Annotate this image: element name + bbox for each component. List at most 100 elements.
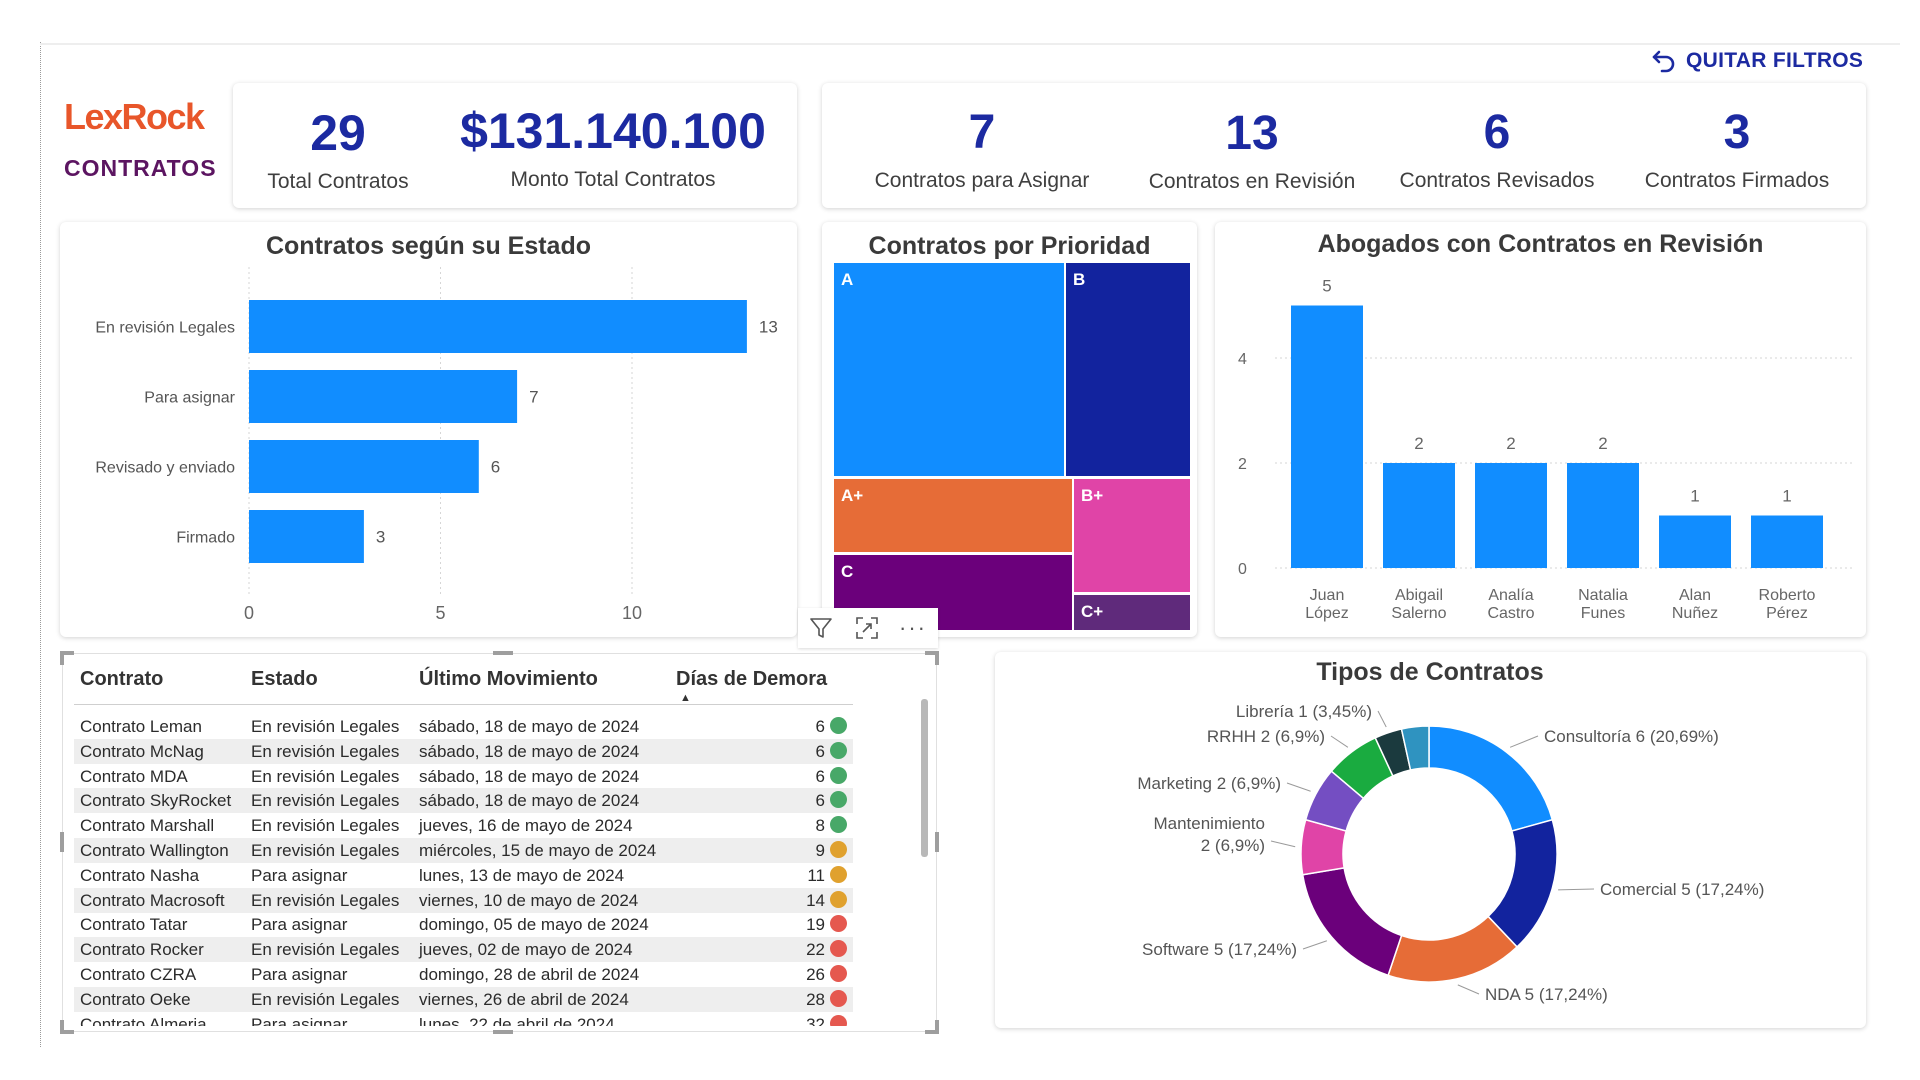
- bar[interactable]: [249, 370, 518, 423]
- resize-handle[interactable]: [935, 651, 939, 665]
- col-header-estado[interactable]: Estado: [251, 668, 318, 690]
- canvas-border: [40, 42, 41, 1047]
- cell-dias-demora: 6: [815, 766, 825, 786]
- kpi-label: Monto Total Contratos: [510, 168, 716, 191]
- filter-icon[interactable]: [798, 608, 844, 648]
- cell-ultimo-movimiento: lunes, 22 de abril de 2024: [419, 1014, 615, 1026]
- resize-handle[interactable]: [493, 1030, 513, 1034]
- table-row[interactable]: Contrato MDA En revisión Legales sábado, 1…: [74, 764, 853, 789]
- cell-ultimo-movimiento: jueves, 02 de mayo de 2024: [419, 940, 633, 960]
- bar[interactable]: [249, 510, 364, 563]
- x-category-label: Juan: [1310, 587, 1345, 604]
- treemap-tile[interactable]: [1074, 479, 1190, 592]
- resize-handle[interactable]: [60, 651, 64, 665]
- table-row[interactable]: Contrato Nasha Para asignar lunes, 13 de m…: [74, 863, 853, 888]
- estado-bar-chart: 0 5 10 En revisión Legales 13 Para asignar 7 Re…: [95, 267, 778, 623]
- bar[interactable]: [1751, 515, 1823, 569]
- y-tick-label: 0: [1238, 561, 1247, 578]
- cell-ultimo-movimiento: sábado, 18 de mayo de 2024: [419, 717, 640, 736]
- clear-filters-label: QUITAR FILTROS: [1686, 49, 1864, 72]
- donut-slice[interactable]: [1387, 915, 1519, 983]
- status-indicator-icon: [830, 915, 847, 933]
- resize-handle[interactable]: [935, 832, 939, 852]
- cell-estado: En revisión Legales: [251, 816, 400, 836]
- resize-handle[interactable]: [925, 651, 939, 655]
- resize-handle[interactable]: [60, 1020, 64, 1034]
- slice-label: 2 (6,9%): [1201, 836, 1265, 855]
- kpi-label: Contratos en Revisión: [1148, 170, 1356, 193]
- donut-slice[interactable]: [1301, 867, 1403, 977]
- x-tick-label: 0: [244, 603, 254, 623]
- treemap-tile[interactable]: [1066, 263, 1190, 476]
- cell-contrato: Contrato MDA: [80, 766, 188, 786]
- y-category-label: Para asignar: [144, 390, 235, 407]
- table-row[interactable]: Contrato Oeke En revisión Legales viernes,…: [74, 986, 853, 1012]
- cell-dias-demora: 19: [806, 915, 825, 935]
- x-category-label: Salerno: [1391, 605, 1446, 622]
- data-label: 5: [1322, 277, 1331, 296]
- resize-handle[interactable]: [60, 832, 64, 852]
- bar[interactable]: [249, 300, 747, 353]
- status-indicator-icon: [830, 965, 847, 982]
- status-indicator-icon: [830, 865, 847, 883]
- table-row[interactable]: Contrato Marshall En revisión Legales juev…: [74, 813, 853, 838]
- resize-handle[interactable]: [60, 651, 74, 655]
- cell-estado: En revisión Legales: [251, 940, 400, 960]
- focus-mode-icon[interactable]: [844, 608, 890, 648]
- bar[interactable]: [1659, 515, 1731, 569]
- resize-handle[interactable]: [493, 651, 513, 655]
- cell-estado: Para asignar: [251, 865, 348, 885]
- undo-icon: [1652, 50, 1675, 73]
- table-row[interactable]: Contrato Wallington En revisión Legales mi…: [74, 838, 853, 863]
- treemap-tile[interactable]: [834, 479, 1072, 552]
- header-divider: [74, 704, 853, 705]
- bar[interactable]: [1383, 463, 1455, 568]
- data-label: 13: [759, 318, 778, 337]
- treemap-tile[interactable]: [834, 263, 1064, 476]
- cell-contrato: Contrato McNag: [80, 741, 204, 761]
- resize-handle[interactable]: [925, 1030, 939, 1034]
- treemap-tile[interactable]: [1074, 595, 1190, 630]
- bar[interactable]: [1475, 463, 1547, 568]
- cell-dias-demora: 14: [806, 890, 825, 910]
- bar[interactable]: [249, 440, 479, 493]
- x-category-label: Castro: [1487, 605, 1534, 622]
- bar[interactable]: [1291, 305, 1363, 569]
- status-indicator-icon: [830, 1014, 847, 1026]
- table-row[interactable]: Contrato SkyRocket En revisión Legales sáb…: [74, 788, 853, 814]
- table-row[interactable]: Contrato Rocker En revisión Legales jueves…: [74, 937, 853, 963]
- donut-slice[interactable]: [1400, 725, 1430, 771]
- cell-contrato: Contrato CZRA: [80, 965, 197, 984]
- table-row[interactable]: Contrato McNag En revisión Legales sábado,…: [74, 738, 853, 764]
- treemap-label: A: [841, 270, 853, 289]
- kpi-label: Contratos Firmados: [1644, 169, 1830, 192]
- slice-label: Software 5 (17,24%): [1142, 940, 1297, 959]
- x-category-label: Pérez: [1766, 605, 1808, 622]
- more-options-icon[interactable]: ···: [899, 615, 927, 640]
- sort-ascending-icon[interactable]: ▲: [680, 692, 691, 704]
- donut-slice[interactable]: [1428, 725, 1554, 832]
- scrollbar[interactable]: [921, 699, 928, 857]
- cell-estado: En revisión Legales: [251, 766, 400, 786]
- col-header-contrato[interactable]: Contrato: [80, 668, 164, 690]
- data-label: 2: [1598, 434, 1607, 453]
- table-row[interactable]: Contrato Leman En revisión Legales sábado,…: [74, 714, 853, 739]
- kpi-value: $131.140.100: [460, 103, 766, 159]
- y-tick-label: 2: [1238, 456, 1247, 473]
- col-header-ultimo-movimiento[interactable]: Último Movimiento: [419, 668, 598, 690]
- x-tick-label: 5: [435, 603, 445, 623]
- cell-dias-demora: 22: [806, 940, 825, 960]
- bar[interactable]: [1567, 463, 1639, 568]
- clear-filters-button[interactable]: QUITAR FILTROS: [1650, 46, 1863, 76]
- status-indicator-icon: [830, 940, 847, 958]
- table-row[interactable]: Contrato Macrosoft En revisión Legales vie…: [74, 887, 853, 913]
- table-row[interactable]: Contrato CZRA Para asignar domingo, 28 de …: [74, 962, 853, 987]
- table-row[interactable]: Contrato Tatar Para asignar domingo, 05 de…: [74, 912, 853, 937]
- cell-estado: En revisión Legales: [251, 841, 400, 860]
- chart-title: Tipos de Contratos: [1316, 658, 1544, 686]
- col-header-dias-demora[interactable]: Días de Demora: [676, 668, 828, 690]
- table-row[interactable]: Contrato Almeria Para asignar lunes, 22 de…: [74, 1012, 853, 1026]
- resize-handle[interactable]: [935, 1020, 939, 1034]
- resize-handle[interactable]: [60, 1030, 74, 1034]
